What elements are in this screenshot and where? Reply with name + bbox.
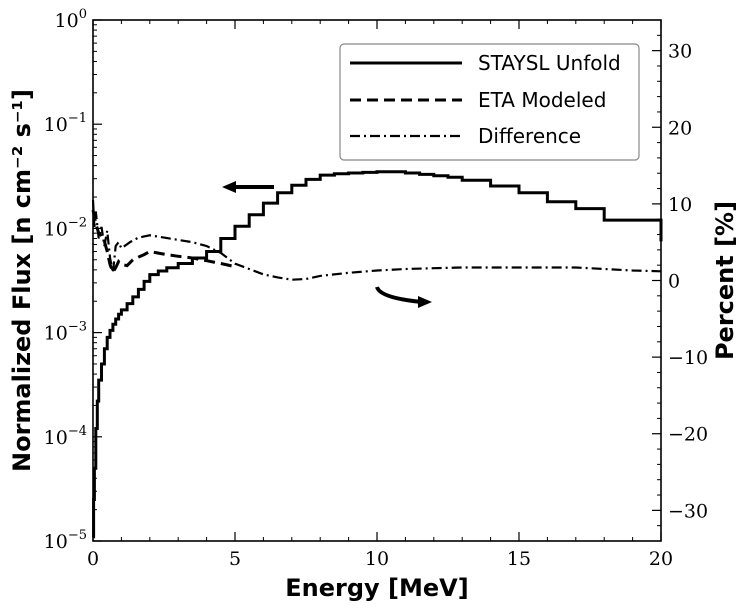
y-left-tick-base: 10: [44, 218, 68, 240]
y-left-tick-exponent: 0: [79, 7, 87, 22]
x-tick-label: 5: [229, 548, 241, 570]
y-left-tick-label: 10−2: [44, 215, 87, 240]
y-right-tick-label: 10: [668, 194, 692, 216]
plot-marks: [91, 170, 663, 539]
left-axis-arrow-head: [222, 181, 236, 193]
y-right-tick-label: 0: [668, 271, 680, 293]
y-axis-right-label: Percent [%]: [711, 201, 739, 360]
axis-ticks: [92, 19, 662, 542]
y-left-tick-label: 10−5: [44, 528, 87, 553]
y-left-tick-label: 10−4: [44, 424, 87, 449]
y-right-tick-label: 30: [668, 41, 692, 63]
y-left-tick-base: 10: [44, 323, 68, 345]
series-line-2: [91, 200, 662, 281]
y-right-tick-label: −10: [668, 347, 708, 369]
legend-label-difference: Difference: [478, 124, 581, 148]
y-left-tick-base: 10: [44, 114, 68, 136]
axis-tick-labels: 0 5 10 15 2010−510−410−310−210−1100−30−20−10…: [44, 7, 708, 570]
legend-label-staysl: STAYSL Unfold: [478, 51, 621, 75]
legend-box: [339, 43, 640, 161]
right-axis-arrow-head: [418, 296, 432, 308]
y-left-tick-base: 10: [44, 427, 68, 449]
x-tick-label: 20: [649, 548, 673, 570]
y-right-tick-label: −30: [668, 500, 708, 522]
x-tick-label: 0: [87, 548, 99, 570]
y-left-tick-label: 100: [55, 7, 87, 32]
series-line-0: [92, 170, 663, 539]
y-right-tick-label: 20: [668, 117, 692, 139]
y-left-tick-base: 10: [44, 531, 68, 553]
legend: STAYSL Unfold ETA Modeled Difference: [339, 43, 640, 161]
y-left-tick-base: 10: [55, 10, 79, 32]
y-left-tick-exponent: −3: [68, 320, 87, 335]
y-left-tick-exponent: −2: [68, 215, 87, 230]
x-tick-label: 15: [507, 548, 531, 570]
y-axis-left-label: Normalized Flux [n cm⁻² s⁻¹]: [8, 89, 36, 472]
y-left-tick-exponent: −4: [68, 424, 87, 439]
x-axis-label: Energy [MeV]: [285, 574, 468, 602]
x-tick-label: 10: [365, 548, 389, 570]
y-left-tick-label: 10−3: [44, 320, 87, 345]
legend-label-eta: ETA Modeled: [478, 88, 606, 112]
axis-arrows: [222, 181, 432, 308]
right-axis-arrow: [375, 286, 423, 304]
y-left-tick-label: 10−1: [44, 111, 87, 136]
y-left-tick-exponent: −1: [68, 111, 87, 126]
y-right-tick-label: −20: [668, 424, 708, 446]
y-left-tick-exponent: −5: [68, 528, 87, 543]
